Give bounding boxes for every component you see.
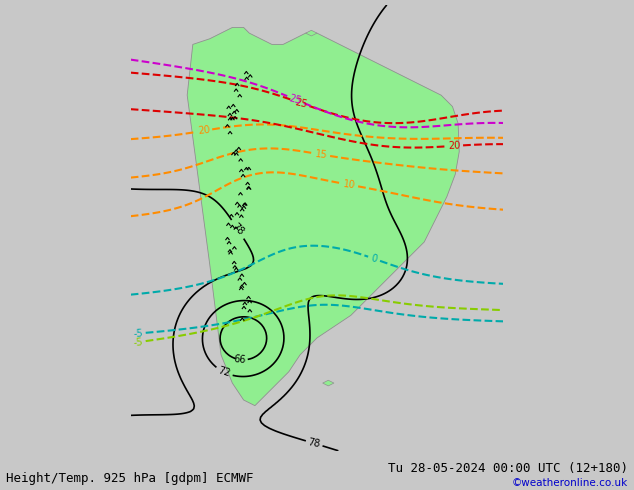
Text: 78: 78 bbox=[230, 221, 245, 237]
Text: 25: 25 bbox=[294, 97, 308, 109]
Text: Tu 28-05-2024 00:00 UTC (12+180): Tu 28-05-2024 00:00 UTC (12+180) bbox=[387, 462, 628, 475]
Text: -5: -5 bbox=[133, 328, 143, 339]
Polygon shape bbox=[306, 30, 317, 36]
Text: -5: -5 bbox=[133, 337, 143, 347]
Text: 72: 72 bbox=[217, 366, 232, 379]
Text: 10: 10 bbox=[343, 179, 356, 191]
Text: 20: 20 bbox=[448, 141, 461, 151]
Text: Height/Temp. 925 hPa [gdpm] ECMWF: Height/Temp. 925 hPa [gdpm] ECMWF bbox=[6, 472, 254, 485]
Polygon shape bbox=[187, 27, 459, 406]
Text: 66: 66 bbox=[233, 354, 246, 365]
Text: 15: 15 bbox=[315, 149, 328, 160]
Text: 78: 78 bbox=[307, 437, 321, 449]
Text: ©weatheronline.co.uk: ©weatheronline.co.uk bbox=[512, 478, 628, 488]
Polygon shape bbox=[323, 380, 334, 386]
Text: 20: 20 bbox=[197, 125, 210, 136]
Text: 25: 25 bbox=[288, 93, 303, 106]
Text: 0: 0 bbox=[370, 253, 378, 264]
